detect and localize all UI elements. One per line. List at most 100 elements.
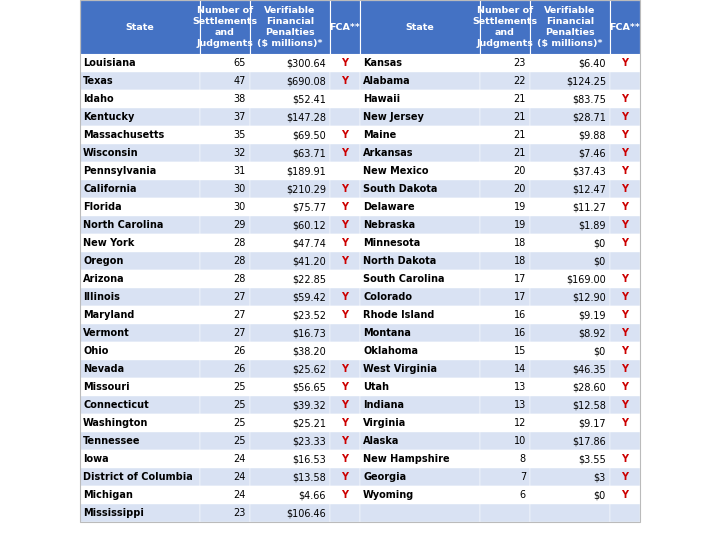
Text: Wisconsin: Wisconsin <box>83 148 139 158</box>
Text: 8: 8 <box>520 454 526 464</box>
Text: 14: 14 <box>514 364 526 374</box>
Text: 16: 16 <box>514 310 526 320</box>
Bar <box>480 450 530 468</box>
Bar <box>330 504 360 522</box>
Text: $147.28: $147.28 <box>286 112 326 122</box>
Bar <box>480 468 530 486</box>
Bar <box>360 432 480 450</box>
Text: 18: 18 <box>514 238 526 248</box>
Bar <box>530 468 610 486</box>
Text: 37: 37 <box>233 112 246 122</box>
Bar <box>330 414 360 432</box>
Text: 27: 27 <box>233 310 246 320</box>
Bar <box>610 270 640 288</box>
Bar <box>360 216 480 234</box>
Bar <box>330 108 360 126</box>
Bar <box>80 414 200 432</box>
Text: 38: 38 <box>234 94 246 104</box>
Text: Y: Y <box>341 436 348 446</box>
Bar <box>360 504 480 522</box>
Text: New Jersey: New Jersey <box>363 112 424 122</box>
Bar <box>80 306 200 324</box>
Bar <box>360 468 480 486</box>
Bar <box>330 252 360 270</box>
Bar <box>530 504 610 522</box>
Bar <box>330 234 360 252</box>
Text: Y: Y <box>621 220 629 230</box>
Text: Pennsylvania: Pennsylvania <box>83 166 156 176</box>
Text: Virginia: Virginia <box>363 418 406 428</box>
Bar <box>250 198 330 216</box>
Bar <box>360 0 480 54</box>
Text: $0: $0 <box>594 238 606 248</box>
Bar <box>200 378 250 396</box>
Bar <box>530 306 610 324</box>
Bar <box>200 90 250 108</box>
Bar <box>480 180 530 198</box>
Text: 21: 21 <box>513 130 526 140</box>
Text: 16: 16 <box>514 328 526 338</box>
Bar <box>250 72 330 90</box>
Bar <box>250 54 330 72</box>
Bar <box>360 288 480 306</box>
Bar <box>200 504 250 522</box>
Bar <box>480 90 530 108</box>
Text: Y: Y <box>341 148 348 158</box>
Bar <box>250 450 330 468</box>
Text: Missouri: Missouri <box>83 382 130 392</box>
Bar <box>480 72 530 90</box>
Text: $189.91: $189.91 <box>287 166 326 176</box>
Text: $63.71: $63.71 <box>292 148 326 158</box>
Bar <box>480 216 530 234</box>
Text: 7: 7 <box>520 472 526 482</box>
Bar <box>80 234 200 252</box>
Text: $12.90: $12.90 <box>572 292 606 302</box>
Text: $47.74: $47.74 <box>292 238 326 248</box>
Text: Y: Y <box>341 472 348 482</box>
Text: Indiana: Indiana <box>363 400 404 410</box>
Text: Vermont: Vermont <box>83 328 130 338</box>
Text: Idaho: Idaho <box>83 94 114 104</box>
Bar <box>200 468 250 486</box>
Text: 12: 12 <box>513 418 526 428</box>
Bar <box>530 252 610 270</box>
Bar <box>530 126 610 144</box>
Text: 28: 28 <box>233 256 246 266</box>
Bar <box>480 54 530 72</box>
Bar <box>330 306 360 324</box>
Bar <box>480 414 530 432</box>
Text: $9.88: $9.88 <box>578 130 606 140</box>
Text: $22.85: $22.85 <box>292 274 326 284</box>
Bar <box>360 198 480 216</box>
Text: Y: Y <box>621 472 629 482</box>
Bar <box>480 270 530 288</box>
Bar <box>610 252 640 270</box>
Text: Y: Y <box>621 238 629 248</box>
Bar <box>610 198 640 216</box>
Bar <box>200 324 250 342</box>
Bar <box>250 396 330 414</box>
Text: 26: 26 <box>233 364 246 374</box>
Text: 47: 47 <box>233 76 246 86</box>
Text: 21: 21 <box>513 148 526 158</box>
Text: 20: 20 <box>513 184 526 194</box>
Text: $59.42: $59.42 <box>292 292 326 302</box>
Text: $17.86: $17.86 <box>572 436 606 446</box>
Bar <box>360 306 480 324</box>
Text: 13: 13 <box>514 382 526 392</box>
Text: Texas: Texas <box>83 76 114 86</box>
Text: $75.77: $75.77 <box>292 202 326 212</box>
Bar <box>610 432 640 450</box>
Text: Y: Y <box>621 274 629 284</box>
Text: 31: 31 <box>234 166 246 176</box>
Text: North Dakota: North Dakota <box>363 256 436 266</box>
Text: $23.52: $23.52 <box>292 310 326 320</box>
Bar <box>80 360 200 378</box>
Text: Y: Y <box>621 94 629 104</box>
Bar <box>330 90 360 108</box>
Bar <box>250 360 330 378</box>
Bar <box>250 378 330 396</box>
Bar <box>200 360 250 378</box>
Text: 25: 25 <box>233 418 246 428</box>
Bar <box>250 144 330 162</box>
